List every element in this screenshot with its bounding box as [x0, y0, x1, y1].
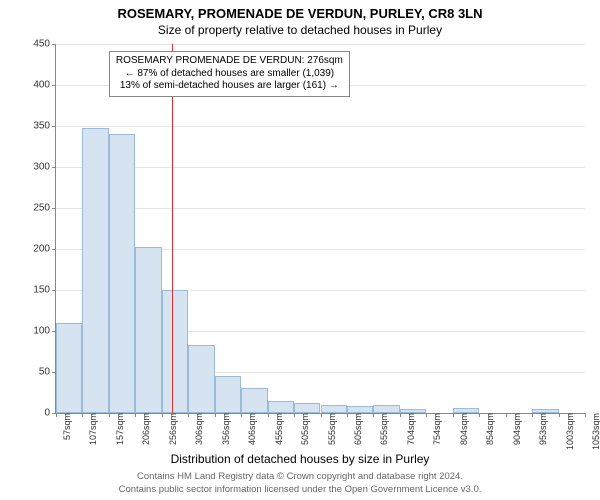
- x-tick-mark: [82, 413, 83, 417]
- chart-title-line1: ROSEMARY, PROMENADE DE VERDUN, PURLEY, C…: [0, 0, 600, 21]
- x-tick-mark: [294, 413, 295, 417]
- x-tick-label: 57sqm: [56, 413, 72, 440]
- x-tick-mark: [109, 413, 110, 417]
- x-tick-label: 605sqm: [347, 413, 363, 445]
- y-tick-mark: [52, 290, 56, 291]
- histogram-bar: [56, 323, 82, 413]
- chart-container: ROSEMARY, PROMENADE DE VERDUN, PURLEY, C…: [0, 0, 600, 500]
- y-tick-mark: [52, 44, 56, 45]
- annotation-line: 13% of semi-detached houses are larger (…: [116, 80, 343, 93]
- x-tick-mark: [268, 413, 269, 417]
- footer-line2: Contains public sector information licen…: [0, 484, 600, 496]
- x-tick-label: 704sqm: [400, 413, 416, 445]
- x-tick-mark: [426, 413, 427, 417]
- x-axis-label: Distribution of detached houses by size …: [0, 452, 600, 466]
- x-tick-mark: [347, 413, 348, 417]
- x-tick-label: 1053sqm: [585, 413, 600, 450]
- histogram-bar: [109, 134, 135, 413]
- annotation-line: ← 87% of detached houses are smaller (1,…: [116, 68, 343, 81]
- footer-attribution: Contains HM Land Registry data © Crown c…: [0, 471, 600, 496]
- y-tick-mark: [52, 167, 56, 168]
- x-tick-label: 455sqm: [268, 413, 284, 445]
- x-tick-mark: [373, 413, 374, 417]
- chart-plot-area: 05010015020025030035040045057sqm107sqm15…: [55, 44, 585, 414]
- x-tick-mark: [241, 413, 242, 417]
- x-tick-mark: [453, 413, 454, 417]
- histogram-bar: [162, 290, 188, 413]
- annotation-box: ROSEMARY PROMENADE DE VERDUN: 276sqm← 87…: [109, 51, 350, 97]
- y-tick-mark: [52, 85, 56, 86]
- histogram-bar: [241, 388, 267, 413]
- x-tick-mark: [585, 413, 586, 417]
- footer-line1: Contains HM Land Registry data © Crown c…: [0, 471, 600, 483]
- gridline: [56, 208, 585, 209]
- x-tick-label: 206sqm: [135, 413, 151, 445]
- x-tick-mark: [506, 413, 507, 417]
- x-tick-mark: [532, 413, 533, 417]
- x-tick-label: 754sqm: [426, 413, 442, 445]
- x-tick-label: 505sqm: [294, 413, 310, 445]
- histogram-bar: [82, 128, 108, 413]
- x-tick-mark: [479, 413, 480, 417]
- x-tick-label: 157sqm: [109, 413, 125, 445]
- x-tick-mark: [215, 413, 216, 417]
- x-tick-label: 655sqm: [373, 413, 389, 445]
- property-marker-line: [172, 44, 173, 413]
- x-tick-mark: [400, 413, 401, 417]
- annotation-line: ROSEMARY PROMENADE DE VERDUN: 276sqm: [116, 55, 343, 68]
- x-tick-label: 1003sqm: [559, 413, 575, 450]
- gridline: [56, 126, 585, 127]
- y-tick-mark: [52, 126, 56, 127]
- x-tick-label: 406sqm: [241, 413, 257, 445]
- x-tick-label: 306sqm: [188, 413, 204, 445]
- x-tick-label: 356sqm: [215, 413, 231, 445]
- histogram-bar: [373, 405, 399, 413]
- histogram-bar: [135, 247, 161, 413]
- chart-title-line2: Size of property relative to detached ho…: [0, 21, 600, 37]
- x-tick-label: 854sqm: [479, 413, 495, 445]
- x-tick-mark: [162, 413, 163, 417]
- x-tick-label: 555sqm: [321, 413, 337, 445]
- x-tick-label: 904sqm: [506, 413, 522, 445]
- gridline: [56, 44, 585, 45]
- histogram-bar: [268, 401, 294, 413]
- x-tick-mark: [56, 413, 57, 417]
- histogram-bar: [321, 405, 347, 413]
- histogram-bar: [188, 345, 214, 413]
- x-tick-mark: [188, 413, 189, 417]
- plot-region: 05010015020025030035040045057sqm107sqm15…: [55, 44, 585, 414]
- x-tick-mark: [321, 413, 322, 417]
- histogram-bar: [215, 376, 241, 413]
- histogram-bar: [294, 403, 320, 413]
- x-tick-label: 953sqm: [532, 413, 548, 445]
- y-tick-mark: [52, 208, 56, 209]
- x-tick-mark: [559, 413, 560, 417]
- x-tick-label: 804sqm: [453, 413, 469, 445]
- x-tick-mark: [135, 413, 136, 417]
- gridline: [56, 167, 585, 168]
- y-tick-mark: [52, 249, 56, 250]
- x-tick-label: 256sqm: [162, 413, 178, 445]
- x-tick-label: 107sqm: [82, 413, 98, 445]
